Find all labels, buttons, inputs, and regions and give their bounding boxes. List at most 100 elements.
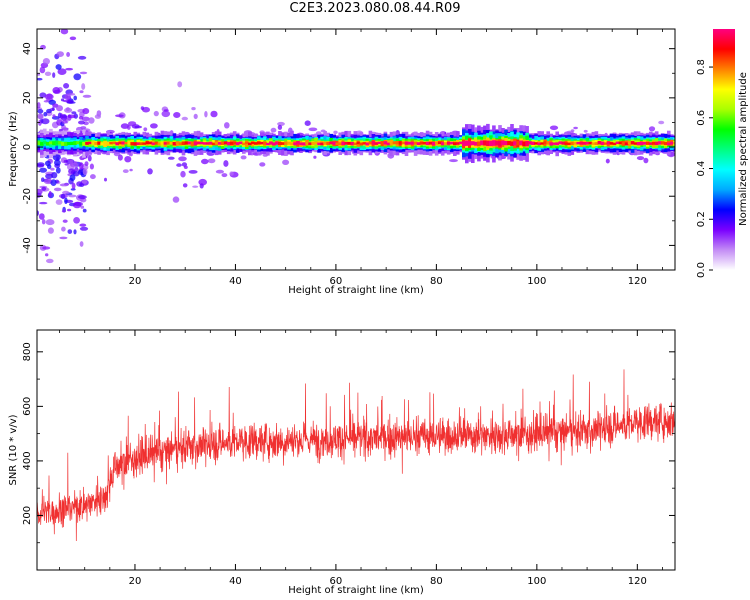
spectrogram-noise-blob [56, 51, 64, 57]
spectral-ridge-cell [633, 142, 638, 145]
spectral-ridge-cell [630, 141, 635, 145]
snr-y-axis-label: SNR (10 * v/v) [8, 414, 19, 485]
spectrogram-noise-blob [46, 258, 54, 264]
spectrogram-noise-blob [59, 183, 69, 187]
spectrogram-noise-blob [67, 114, 76, 119]
spectral-ridge-cell [356, 141, 361, 145]
spectral-ridge-cell [597, 141, 602, 145]
spectrogram-noise-blob [38, 113, 44, 120]
spectral-ridge-cell [670, 141, 674, 145]
spectral-ridge-cell [501, 140, 505, 146]
spectral-ridge-cell [383, 141, 388, 145]
spectrogram-noise-blob [52, 72, 56, 78]
spectral-ridge-cell [196, 141, 201, 145]
spectral-ridge-cell [338, 142, 343, 146]
spectrogram-noise-blob [73, 95, 77, 101]
spectral-ridge-cell [305, 141, 309, 145]
spectral-ridge-cell [398, 141, 403, 145]
spectrogram-noise-blob [57, 112, 62, 119]
spectral-ridge-cell [401, 141, 406, 145]
spectral-ridge-cell [654, 141, 659, 146]
spectrogram-noise-blob [147, 168, 153, 175]
spectral-ridge-cell [281, 142, 285, 145]
spectrogram-noise-blob [64, 197, 68, 204]
spectral-ridge-cell [522, 141, 526, 147]
spectral-ridge-cell [91, 141, 95, 145]
spectral-ridge-cell [55, 141, 59, 145]
spectrogram-noise-blob [82, 108, 90, 115]
spectral-ridge-cell [211, 142, 216, 146]
spectrogram-frame [36, 28, 676, 271]
spectrogram-x-tick-label: 60 [330, 276, 343, 287]
spectrogram-noise-blob [73, 229, 77, 235]
spectrogram-noise-blob [37, 163, 45, 168]
spectrogram-noise-blob [43, 111, 48, 117]
spectrogram-noise-blob [204, 111, 208, 118]
snr-x-tick-label: 20 [129, 576, 142, 587]
spectrogram-noise-blob [193, 113, 198, 120]
spectral-ridge-cell [251, 141, 255, 145]
spectral-ridge-cell [558, 141, 563, 145]
spectrogram-noise-blob [59, 236, 68, 240]
spectrogram-noise-blob [55, 199, 63, 205]
spectral-ridge-cell [263, 141, 267, 145]
spectrogram-noise-blob [658, 120, 665, 125]
spectrogram-x-tick-label: 80 [430, 276, 443, 287]
spectrogram-noise-blob [45, 173, 54, 179]
spectrogram-noise-blob [79, 226, 89, 231]
spectrogram-noise-blob [63, 159, 69, 163]
spectrogram-noise-blob [57, 68, 67, 75]
spectrogram-noise-blob [304, 120, 311, 126]
spectral-ridge-cell [404, 141, 409, 145]
spectral-ridge-cell [657, 141, 662, 145]
snr-x-tick-label: 80 [430, 576, 443, 587]
spectral-ridge-cell [323, 141, 327, 145]
spectrogram-noise-blob [67, 208, 72, 212]
spectral-ridge-cell [284, 141, 288, 145]
spectrogram-noise-blob [38, 119, 42, 126]
spectrogram-noise-blob [65, 67, 73, 71]
spectral-ridge-cell [52, 141, 56, 146]
spectrogram-noise-blob [50, 179, 57, 187]
spectrogram-noise-blob [449, 159, 458, 163]
spectral-ridge-cell [344, 141, 349, 145]
spectrogram-noise-blob [140, 106, 145, 110]
spectral-ridge-cell [109, 141, 113, 145]
spectral-ridge-cell [570, 141, 575, 145]
spectral-ridge-cell [139, 142, 144, 145]
spectrogram-noise-blob [240, 155, 247, 160]
spectral-ridge-cell [37, 141, 41, 146]
spectral-ridge-cell [82, 141, 86, 146]
spectral-ridge-cell [413, 141, 418, 145]
spectral-ridge-cell [615, 141, 620, 144]
spectral-ridge-cell [555, 142, 560, 146]
spectrogram-noise-blob [74, 201, 83, 207]
spectral-ridge-cell [157, 142, 162, 146]
spectral-ridge-cell [293, 142, 297, 146]
spectrogram-noise-blob [308, 127, 318, 132]
spectrogram-noise-blob [313, 155, 317, 159]
spectrogram-panel: 20 40 60 80 100 120 -40 -20 0 20 40 Height of str… [8, 28, 676, 296]
spectrogram-noise-blob [45, 160, 51, 167]
spectrogram-noise-blob [207, 158, 216, 164]
spectral-ridge-cell [534, 142, 538, 145]
spectral-ridge-cell [395, 141, 400, 145]
spectrogram-noise-blob [72, 171, 80, 177]
spectrogram-noise-blob [73, 217, 80, 224]
spectral-ridge-cell [308, 142, 312, 145]
spectrogram-noise-blob [181, 116, 188, 121]
spectral-ridge-cell [187, 141, 192, 145]
spectral-ridge-cell [302, 142, 306, 146]
spectral-ridge-cell [121, 141, 126, 145]
spectrogram-noise-blob [221, 173, 228, 178]
spectrogram-noise-blob [60, 29, 69, 35]
spectrogram-noise-blob [41, 118, 50, 125]
spectral-ridge-cell [645, 141, 650, 145]
spectral-ridge-cell [606, 141, 611, 145]
spectrogram-noise-blob [117, 154, 123, 161]
spectrogram-noise-blob [259, 162, 266, 167]
spectrogram-noise-blob [48, 99, 56, 105]
spectral-ridge-cell [673, 141, 675, 145]
spectrogram-x-axis-label: Height of straight line (km) [288, 285, 424, 296]
